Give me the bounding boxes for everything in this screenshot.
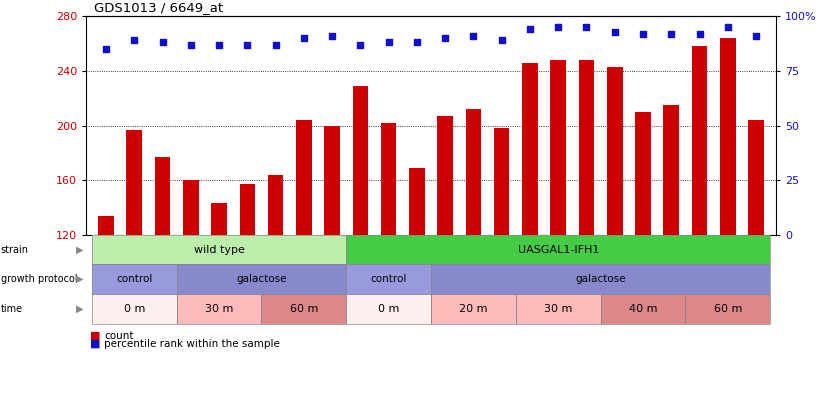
Bar [352, 86, 368, 235]
Text: 0 m: 0 m [124, 304, 145, 314]
Bar [296, 120, 312, 235]
Bar [154, 157, 170, 235]
Point [665, 30, 678, 37]
Point [410, 39, 424, 46]
Text: strain: strain [1, 245, 29, 255]
Text: galactose: galactose [236, 274, 287, 284]
Point [495, 37, 508, 43]
Text: percentile rank within the sample: percentile rank within the sample [104, 339, 280, 349]
Text: 40 m: 40 m [629, 304, 658, 314]
Point [382, 39, 395, 46]
Text: growth protocol: growth protocol [1, 274, 77, 284]
Bar [324, 126, 340, 235]
Bar [692, 46, 708, 235]
Point [750, 33, 763, 39]
Bar [211, 203, 227, 235]
Text: galactose: galactose [576, 274, 626, 284]
Bar [381, 123, 397, 235]
Text: GDS1013 / 6649_at: GDS1013 / 6649_at [94, 1, 223, 14]
Text: UASGAL1-IFH1: UASGAL1-IFH1 [517, 245, 599, 255]
Text: count: count [104, 331, 134, 341]
Point [156, 39, 169, 46]
Bar [550, 60, 566, 235]
Bar [409, 168, 424, 235]
Text: 60 m: 60 m [290, 304, 318, 314]
Text: control: control [116, 274, 153, 284]
Bar [466, 109, 481, 235]
Bar [183, 180, 199, 235]
Bar [607, 67, 622, 235]
Point [693, 30, 706, 37]
Bar [494, 128, 510, 235]
Point [269, 41, 282, 48]
Text: ■: ■ [90, 339, 101, 349]
Point [184, 41, 197, 48]
Bar [268, 175, 283, 235]
Point [241, 41, 254, 48]
Text: 0 m: 0 m [378, 304, 399, 314]
Text: ▶: ▶ [76, 274, 84, 284]
Text: wild type: wild type [194, 245, 245, 255]
Point [580, 24, 593, 30]
Point [467, 33, 480, 39]
Text: 30 m: 30 m [544, 304, 572, 314]
Point [552, 24, 565, 30]
Bar [126, 130, 142, 235]
Point [99, 46, 112, 52]
Text: time: time [1, 304, 23, 314]
Bar [99, 216, 114, 235]
Point [523, 26, 536, 32]
Bar [240, 184, 255, 235]
Text: ▶: ▶ [76, 304, 84, 314]
Point [636, 30, 649, 37]
Text: ▶: ▶ [76, 245, 84, 255]
Text: control: control [370, 274, 407, 284]
Point [438, 35, 452, 41]
Point [326, 33, 339, 39]
Bar [720, 38, 736, 235]
Point [608, 28, 621, 35]
Point [213, 41, 226, 48]
Text: 30 m: 30 m [205, 304, 233, 314]
Bar [748, 120, 764, 235]
Point [721, 24, 734, 30]
Bar [438, 116, 453, 235]
Bar [522, 63, 538, 235]
Text: ■: ■ [90, 331, 101, 341]
Text: 20 m: 20 m [459, 304, 488, 314]
Text: 60 m: 60 m [713, 304, 742, 314]
Point [354, 41, 367, 48]
Bar [635, 112, 651, 235]
Point [297, 35, 310, 41]
Bar [663, 105, 679, 235]
Point [128, 37, 141, 43]
Bar [579, 60, 594, 235]
